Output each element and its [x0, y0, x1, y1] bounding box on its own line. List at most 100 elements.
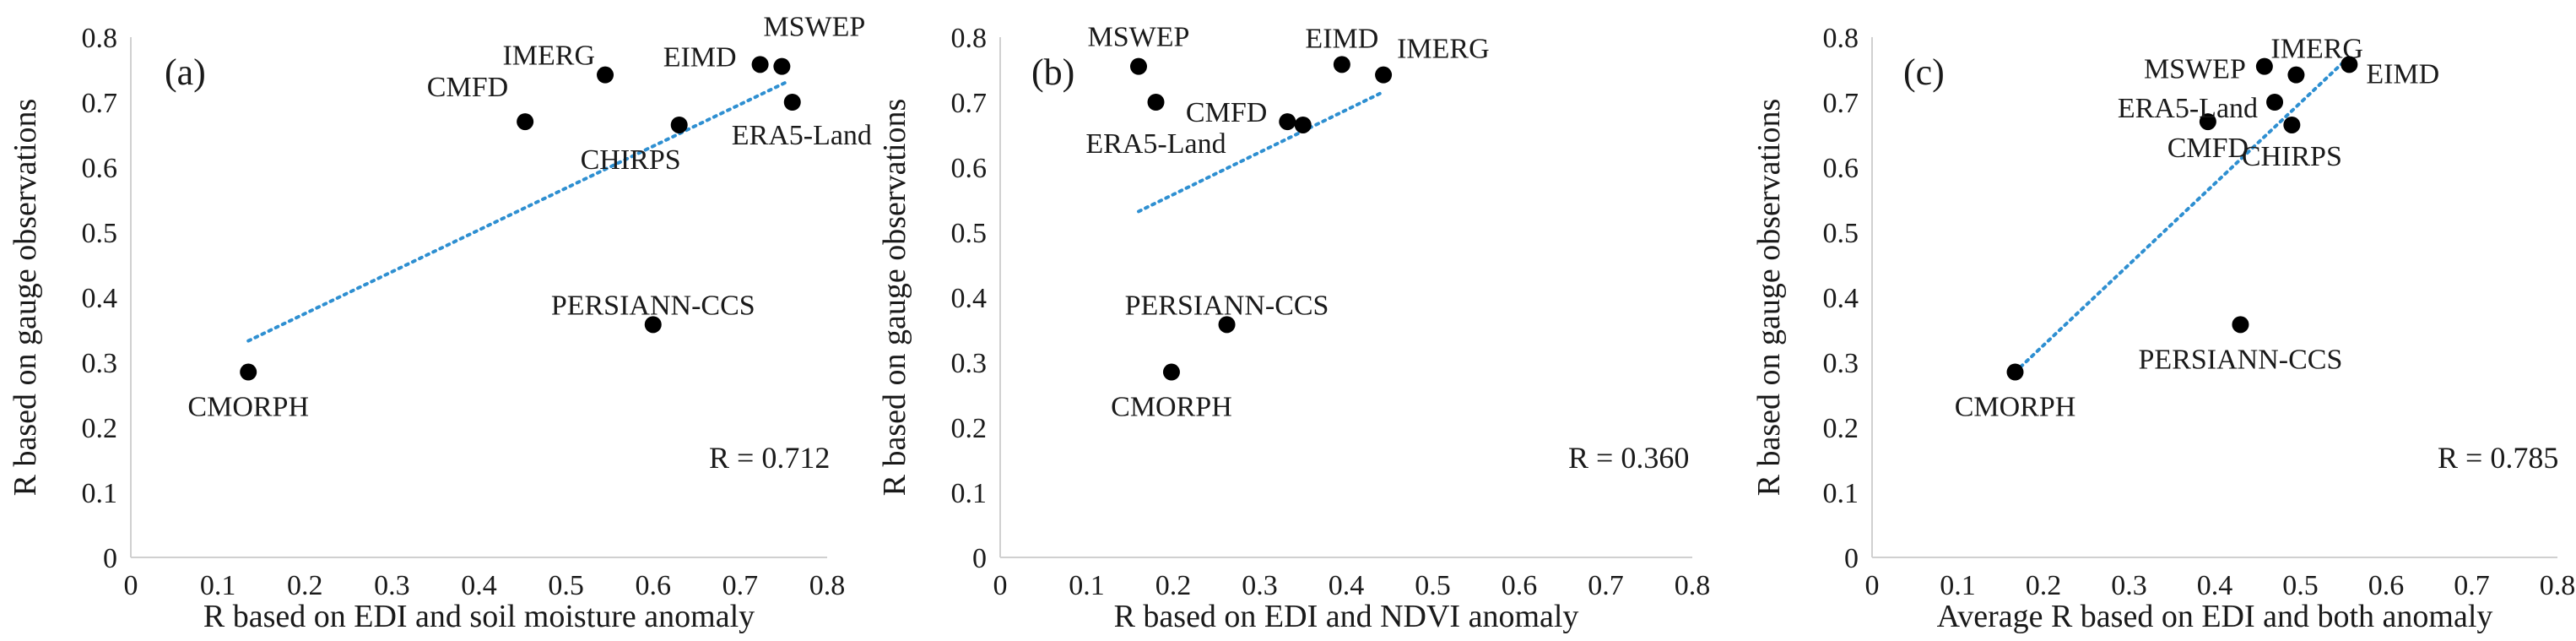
- x-tick-label: 0.7: [2454, 570, 2490, 601]
- point-label: MSWEP: [2144, 54, 2246, 85]
- x-tick-label: 0.1: [1069, 570, 1105, 601]
- y-tick-label: 0.8: [951, 23, 988, 54]
- x-tick-label: 0.8: [809, 570, 846, 601]
- data-point: [2232, 316, 2249, 334]
- data-point: [670, 116, 688, 133]
- x-tick-label: 0.6: [636, 570, 672, 601]
- x-tick-label: 0.4: [461, 570, 497, 601]
- x-tick-label: 0.8: [1675, 570, 1711, 601]
- point-label: CMORPH: [187, 392, 309, 423]
- y-tick-label: 0.2: [82, 413, 118, 444]
- r-value-label: R = 0.785: [2438, 441, 2558, 475]
- x-tick-label: 0: [1865, 570, 1880, 601]
- trendline: [2013, 55, 2351, 374]
- data-point: [1162, 363, 1180, 381]
- y-tick-label: 0.5: [82, 218, 118, 249]
- y-axis-label: R based on gauge observations: [1751, 99, 1787, 497]
- point-label: IMERG: [502, 41, 595, 72]
- y-tick-label: 0.7: [1823, 88, 1859, 119]
- x-tick-label: 0.2: [1155, 570, 1192, 601]
- data-point: [597, 66, 614, 84]
- r-value-label: R = 0.712: [709, 441, 830, 475]
- data-point: [1218, 316, 1236, 334]
- y-tick-label: 0.5: [1823, 218, 1859, 249]
- data-point: [783, 94, 801, 111]
- x-tick-label: 0.7: [1588, 570, 1624, 601]
- r-value-label: R = 0.360: [1568, 441, 1689, 475]
- data-point: [1130, 57, 1147, 75]
- point-label: CHIRPS: [581, 144, 681, 176]
- y-tick-label: 0.1: [951, 478, 988, 509]
- point-label: IMERG: [1397, 34, 1490, 65]
- y-tick-label: 0.3: [1823, 348, 1859, 379]
- x-tick-label: 0.6: [1502, 570, 1538, 601]
- point-label: CMFD: [427, 72, 508, 103]
- y-tick-label: 0.2: [951, 413, 988, 444]
- point-label: ERA5-Land: [1085, 128, 1226, 160]
- panel-a: (a) R = 0.712 R based on EDI and soil mo…: [8, 12, 872, 634]
- data-point: [2287, 66, 2305, 84]
- y-tick-label: 0.4: [1823, 283, 1859, 314]
- x-tick-label: 0.1: [1940, 570, 1976, 601]
- y-tick-label: 0.8: [1823, 23, 1859, 54]
- y-tick-label: 0: [1844, 543, 1859, 574]
- point-label: EIMD: [1305, 23, 1378, 54]
- x-tick-label: 0: [993, 570, 1008, 601]
- point-label: PERSIANN-CCS: [1125, 290, 1329, 321]
- x-tick-label: 0: [124, 570, 138, 601]
- data-point: [1147, 94, 1165, 111]
- y-tick-label: 0.3: [951, 348, 988, 379]
- y-tick-label: 0.5: [951, 218, 988, 249]
- x-tick-label: 0.7: [722, 570, 759, 601]
- point-label: CMFD: [1186, 97, 1267, 128]
- y-tick-label: 0.7: [951, 88, 988, 119]
- trendline: [1137, 91, 1383, 214]
- data-point: [773, 57, 791, 75]
- point-label: MSWEP: [763, 12, 865, 43]
- y-tick-label: 0.6: [1823, 153, 1859, 184]
- x-tick-label: 0.2: [287, 570, 323, 601]
- x-tick-label: 0.5: [548, 570, 584, 601]
- panel-tag: (a): [165, 52, 206, 93]
- point-label: CMFD: [2167, 133, 2249, 164]
- y-axis-label: R based on gauge observations: [877, 99, 912, 497]
- y-tick-label: 0.3: [82, 348, 118, 379]
- x-tick-label: 0.3: [1242, 570, 1278, 601]
- data-point: [1279, 113, 1296, 131]
- x-axis-label: Average R based on EDI and both anomaly: [1937, 599, 2493, 634]
- y-tick-label: 0.4: [951, 283, 988, 314]
- panel-tag: (c): [1903, 52, 1945, 93]
- data-point: [2283, 116, 2301, 133]
- x-tick-label: 0.4: [2197, 570, 2233, 601]
- point-label: CMORPH: [1955, 392, 2076, 423]
- x-tick-label: 0.3: [374, 570, 410, 601]
- point-label: ERA5-Land: [732, 120, 872, 151]
- data-point: [2266, 94, 2284, 111]
- y-tick-label: 0.1: [1823, 478, 1859, 509]
- x-tick-label: 0.8: [2540, 570, 2576, 601]
- data-point: [751, 56, 769, 73]
- data-point: [1333, 56, 1350, 73]
- y-tick-label: 0.8: [82, 23, 118, 54]
- point-label: EIMD: [663, 41, 737, 73]
- panel-tag: (b): [1031, 52, 1074, 93]
- x-tick-label: 0.1: [200, 570, 236, 601]
- y-tick-label: 0: [103, 543, 117, 574]
- x-tick-label: 0.6: [2368, 570, 2405, 601]
- x-axis-label: R based on EDI and soil moisture anomaly: [203, 599, 755, 634]
- data-point: [644, 316, 662, 334]
- data-point: [517, 113, 534, 131]
- x-tick-label: 0.5: [1415, 570, 1451, 601]
- panel-b: (b) R = 0.360 R based on EDI and NDVI an…: [877, 22, 1710, 634]
- y-tick-label: 0: [972, 543, 987, 574]
- y-tick-label: 0.7: [82, 88, 118, 119]
- y-axis-label: R based on gauge observations: [8, 99, 43, 497]
- point-label: PERSIANN-CCS: [551, 290, 755, 321]
- trendline: [246, 79, 790, 343]
- data-point: [2341, 56, 2358, 73]
- x-tick-label: 0.5: [2282, 570, 2319, 601]
- point-label: EIMD: [2366, 58, 2439, 90]
- x-tick-label: 0.4: [1329, 570, 1365, 601]
- point-label: ERA5-Land: [2118, 93, 2258, 124]
